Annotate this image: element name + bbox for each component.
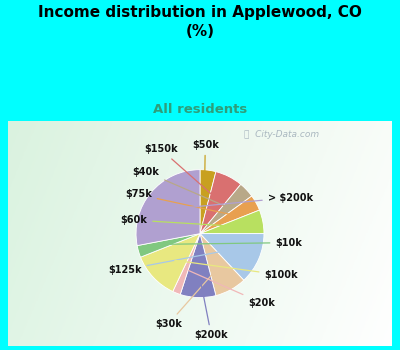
Wedge shape <box>137 234 200 257</box>
Wedge shape <box>136 170 200 246</box>
Wedge shape <box>140 234 200 292</box>
Text: ⓘ  City-Data.com: ⓘ City-Data.com <box>244 130 319 139</box>
Wedge shape <box>200 234 244 296</box>
Text: $40k: $40k <box>132 167 226 206</box>
Text: All residents: All residents <box>153 103 247 116</box>
Text: Income distribution in Applewood, CO
(%): Income distribution in Applewood, CO (%) <box>38 5 362 39</box>
Text: $150k: $150k <box>144 144 215 198</box>
Text: > $200k: > $200k <box>173 193 313 209</box>
Wedge shape <box>200 196 260 234</box>
Text: $200k: $200k <box>194 275 228 340</box>
Text: $100k: $100k <box>175 260 298 280</box>
Wedge shape <box>200 210 264 234</box>
Text: $10k: $10k <box>166 238 302 248</box>
Wedge shape <box>200 233 264 280</box>
Text: $125k: $125k <box>108 250 232 275</box>
Text: $60k: $60k <box>120 215 235 226</box>
Wedge shape <box>173 234 200 294</box>
Text: $75k: $75k <box>125 189 231 215</box>
Text: $50k: $50k <box>192 140 219 196</box>
Wedge shape <box>200 184 252 234</box>
Text: $30k: $30k <box>155 270 217 329</box>
Wedge shape <box>180 234 216 298</box>
Wedge shape <box>200 172 241 234</box>
Text: $20k: $20k <box>188 271 275 308</box>
Wedge shape <box>200 170 216 234</box>
